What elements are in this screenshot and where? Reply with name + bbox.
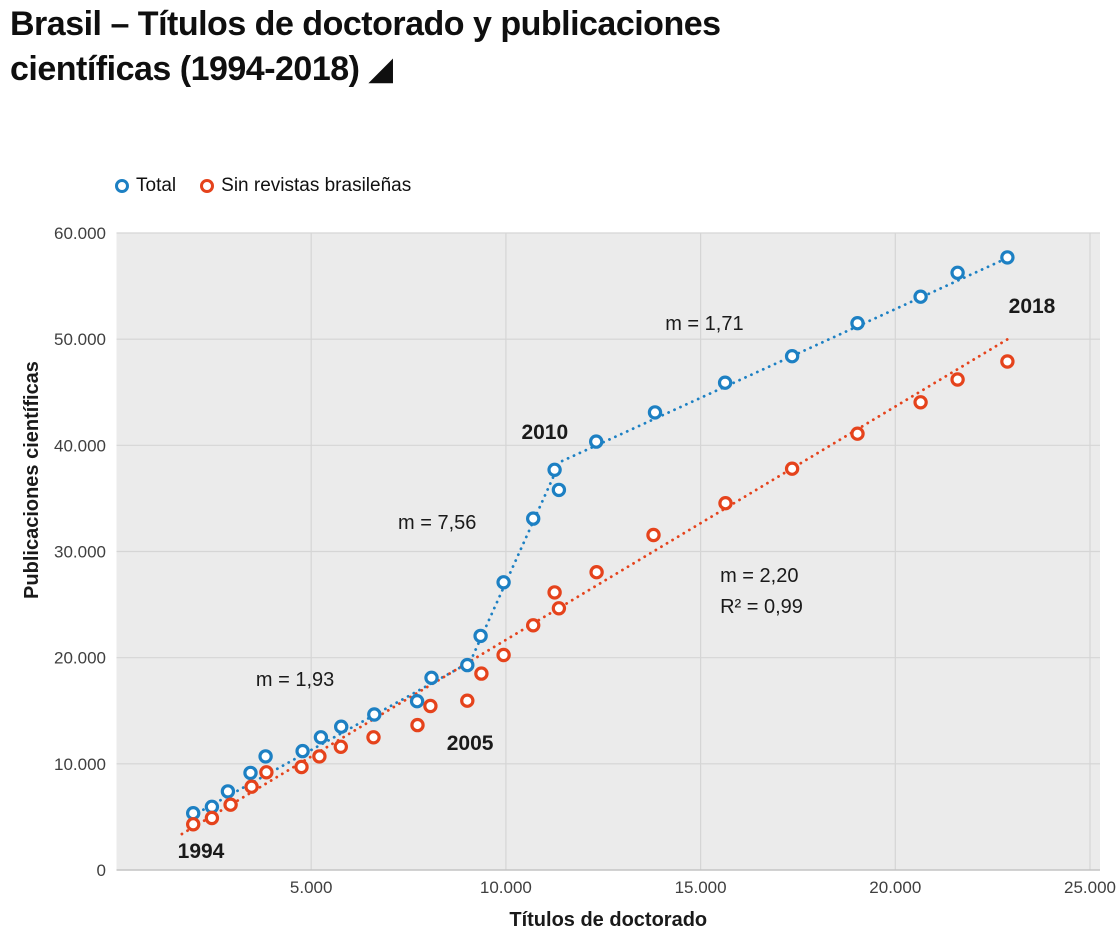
data-point-sin-revistas-2004[interactable] bbox=[423, 698, 438, 714]
sin-revistas-marker-icon bbox=[200, 179, 215, 193]
data-point-sin-revistas-1994[interactable] bbox=[185, 817, 201, 832]
y-tick-label: 50.000 bbox=[54, 330, 106, 349]
data-point-total-2002[interactable] bbox=[367, 707, 382, 722]
data-point-sin-revistas-2013[interactable] bbox=[718, 496, 733, 511]
data-point-total-2005[interactable] bbox=[460, 657, 475, 673]
data-point-total-2008[interactable] bbox=[526, 511, 541, 526]
data-point-total-2016[interactable] bbox=[913, 289, 928, 304]
chart-legend: Total Sin revistas brasileñas bbox=[115, 175, 435, 197]
chart-title-line2: científicas (1994-2018) bbox=[10, 50, 360, 88]
y-tick-label: 30.000 bbox=[54, 543, 106, 562]
data-point-sin-revistas-1999[interactable] bbox=[294, 759, 309, 775]
legend-item-total: Total bbox=[115, 175, 176, 197]
data-point-total-2009[interactable] bbox=[551, 482, 567, 498]
x-tick-label: 25.000 bbox=[1064, 878, 1116, 897]
data-point-total-2018[interactable] bbox=[1000, 250, 1015, 265]
annotation-m-7-56: m = 7,56 bbox=[398, 512, 476, 534]
data-point-sin-revistas-2018[interactable] bbox=[1000, 354, 1015, 369]
x-axis-title: Títulos de doctorado bbox=[509, 909, 707, 931]
annotation-1994: 1994 bbox=[178, 840, 225, 863]
data-point-sin-revistas-2000[interactable] bbox=[312, 749, 327, 764]
data-point-total-1996[interactable] bbox=[220, 784, 236, 799]
x-tick-label: 5.000 bbox=[290, 878, 333, 897]
y-tick-label: 10.000 bbox=[54, 755, 106, 774]
data-point-total-2007[interactable] bbox=[496, 575, 511, 590]
legend-label-total: Total bbox=[136, 175, 177, 196]
data-point-total-1995[interactable] bbox=[204, 799, 220, 815]
data-point-sin-revistas-2012[interactable] bbox=[646, 527, 661, 543]
data-point-total-2004[interactable] bbox=[424, 670, 439, 686]
series-sin-revistas bbox=[185, 354, 1015, 832]
data-point-total-2011[interactable] bbox=[589, 434, 604, 449]
data-point-sin-revistas-2002[interactable] bbox=[366, 730, 381, 745]
y-axis-title: Publicaciones científicas bbox=[21, 361, 43, 599]
data-point-sin-revistas-2006[interactable] bbox=[474, 666, 489, 681]
data-point-sin-revistas-1995[interactable] bbox=[204, 810, 220, 826]
y-tick-label: 40.000 bbox=[54, 436, 106, 455]
annotation-2005: 2005 bbox=[447, 732, 494, 755]
trend-line-sin-revistas bbox=[180, 337, 1010, 836]
x-tick-label: 15.000 bbox=[675, 878, 727, 897]
series-total bbox=[185, 250, 1015, 821]
data-point-sin-revistas-2015[interactable] bbox=[850, 426, 865, 441]
data-point-sin-revistas-2010[interactable] bbox=[547, 585, 562, 600]
data-point-total-2012[interactable] bbox=[647, 405, 663, 420]
legend-item-sin-revistas: Sin revistas brasileñas bbox=[200, 175, 411, 197]
data-point-total-2014[interactable] bbox=[784, 349, 800, 364]
annotation-2010: 2010 bbox=[521, 421, 568, 444]
expand-triangle-icon: ◢ bbox=[369, 53, 393, 86]
annotation-m-1-71: m = 1,71 bbox=[665, 313, 743, 335]
data-point-total-2010[interactable] bbox=[547, 462, 562, 477]
data-point-total-2006[interactable] bbox=[473, 628, 488, 644]
data-point-sin-revistas-2005[interactable] bbox=[460, 693, 475, 708]
y-tick-label: 0 bbox=[97, 861, 106, 880]
gridlines bbox=[116, 232, 1100, 870]
data-point-sin-revistas-1997[interactable] bbox=[244, 779, 259, 794]
data-point-sin-revistas-2009[interactable] bbox=[551, 601, 567, 616]
data-point-sin-revistas-2008[interactable] bbox=[526, 618, 541, 633]
annotation-r-0-99: R² = 0,99 bbox=[720, 596, 803, 618]
data-point-total-2013[interactable] bbox=[717, 375, 733, 390]
y-tick-label: 60.000 bbox=[54, 224, 106, 243]
data-point-sin-revistas-2014[interactable] bbox=[784, 461, 800, 476]
annotation-2018: 2018 bbox=[1009, 295, 1056, 318]
data-point-sin-revistas-2001[interactable] bbox=[333, 739, 348, 755]
y-tick-label: 20.000 bbox=[54, 649, 106, 668]
data-point-total-1998[interactable] bbox=[258, 749, 273, 764]
data-point-sin-revistas-2011[interactable] bbox=[589, 565, 604, 580]
legend-label-sin-revistas: Sin revistas brasileñas bbox=[221, 175, 412, 196]
annotation-m-1-93: m = 1,93 bbox=[256, 669, 334, 691]
data-point-total-1997[interactable] bbox=[243, 765, 258, 781]
data-point-total-2017[interactable] bbox=[950, 265, 965, 280]
data-point-sin-revistas-1996[interactable] bbox=[223, 797, 238, 812]
data-point-sin-revistas-2007[interactable] bbox=[496, 647, 511, 663]
x-tick-label: 10.000 bbox=[480, 878, 532, 897]
data-point-total-2003[interactable] bbox=[409, 694, 425, 709]
data-point-total-2015[interactable] bbox=[850, 316, 865, 331]
data-point-sin-revistas-2017[interactable] bbox=[950, 372, 965, 387]
data-point-sin-revistas-2003[interactable] bbox=[410, 717, 425, 733]
chart-title: Brasil – Títulos de doctorado y publicac… bbox=[10, 2, 721, 93]
data-point-sin-revistas-1998[interactable] bbox=[259, 765, 274, 780]
data-point-total-1999[interactable] bbox=[295, 743, 310, 759]
data-point-sin-revistas-2016[interactable] bbox=[913, 395, 928, 410]
data-point-total-2001[interactable] bbox=[334, 719, 349, 734]
total-marker-icon bbox=[115, 179, 129, 193]
chart-title-line1: Brasil – Títulos de doctorado y publicac… bbox=[10, 5, 721, 43]
data-point-total-2000[interactable] bbox=[313, 730, 329, 745]
x-tick-label: 20.000 bbox=[869, 878, 921, 897]
tick-labels: 0 10.000 20.000 30.000 40.000 50.000 60.000 5.0… bbox=[54, 224, 1116, 897]
annotation-m-2-20: m = 2,20 bbox=[720, 565, 798, 587]
